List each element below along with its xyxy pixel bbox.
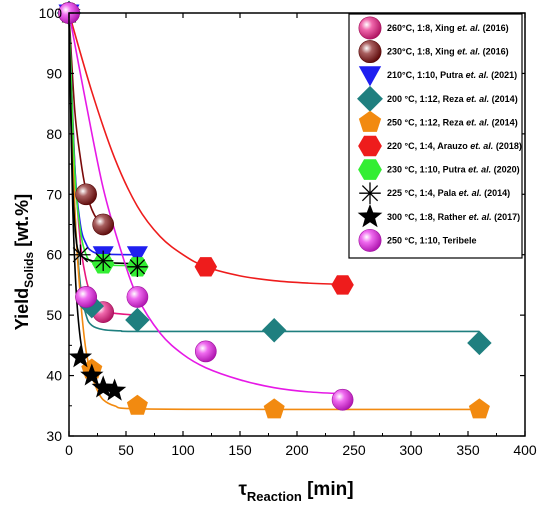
legend-label-8: 225 °C, 1:4, Pala et. al. (2014) [387,188,510,198]
legend-marker-8 [359,182,381,204]
data-point-s3-3 [126,246,148,266]
legend-label-9: 300 °C, 1:8, Rather et. al. (2017) [387,212,520,222]
data-point-s2-3 [92,213,115,236]
x-axis-title: τReaction [min] [238,479,353,504]
legend-label-5: 250 °C, 1:12, Reza et. al. (2014) [387,117,518,127]
legend-marker-2 [358,40,382,64]
x-tick-label: 250 [342,442,366,458]
x-tick-label: 0 [65,442,73,458]
y-tick-label: 50 [46,307,62,323]
data-point-s6-2 [194,257,218,277]
fit-curve-10 [68,12,343,395]
legend-marker-7 [358,159,382,180]
legend-marker-3 [358,66,382,87]
y-tick-label: 40 [46,368,62,384]
data-point-s4-4 [261,318,287,343]
legend-box [348,13,523,259]
data-points [56,0,492,419]
legend-label-7: 230 °C, 1:10, Putra et. al. (2020) [387,165,520,175]
x-tick-label: 300 [399,442,423,458]
legend-label-2: 230°C, 1:8, Xing et. al. (2016) [387,47,509,57]
x-tick-label: 200 [285,442,309,458]
data-point-s5-5 [468,398,490,419]
x-tick-label: 150 [228,442,252,458]
legend-label-3: 210°C, 1:10, Putra et. al. (2021) [387,70,517,80]
x-tick-label: 350 [456,442,480,458]
legend-label-4: 200 °C, 1:12, Reza et. al. (2014) [387,94,518,104]
data-point-s9-5 [102,378,127,401]
y-tick-label: 100 [39,5,63,21]
data-point-s10-4 [194,340,217,363]
legend-marker-5 [358,110,382,132]
y-axis-title-main: Yield [12,288,32,330]
legend-label-10: 250 °C, 1:10, Teribele [387,235,476,245]
data-point-s8-2 [70,244,91,265]
legend-marker-9 [357,203,383,228]
data-point-s5-3 [126,394,148,415]
data-point-s9-4 [91,375,115,398]
data-point-s8-4 [127,256,148,277]
data-point-s4-3 [125,307,150,333]
data-point-s8-3 [93,250,114,271]
y-axis-title-rest: [wt.%] [12,194,32,252]
fit-curve-6 [68,12,343,286]
y-axis-title: YieldSolids [wt.%] [12,194,36,330]
data-point-s9-3 [80,363,104,386]
x-tick-label: 50 [118,442,134,458]
y-tick-label: 60 [46,247,62,263]
data-point-s9-2 [68,345,93,368]
data-point-s4-5 [467,330,492,356]
legend-label-6: 220 °C, 1:4, Arauzo et. al. (2018) [387,141,522,151]
y-tick-label: 80 [46,126,62,142]
data-point-s2-2 [75,183,97,206]
axes: 0 50 100 150 200 250 300 350 400 30 40 50 60 70 80 90 10… [39,5,537,458]
y-tick-label: 90 [46,65,62,81]
data-point-s10-3 [126,286,149,308]
data-point-s5-4 [263,398,285,419]
x-axis-title-main: τ [238,479,247,500]
legend-marker-4 [357,85,383,112]
data-point-s6-3 [331,275,354,295]
y-tick-label: 30 [46,428,62,444]
data-point-s10-5 [331,388,354,411]
legend-marker-1 [358,16,382,40]
y-tick-label: 70 [46,186,62,202]
x-tick-label: 100 [171,442,195,458]
legend-label-1: 260°C, 1:8, Xing et. al. (2016) [387,23,509,33]
x-tick-label: 400 [513,442,537,458]
x-axis-title-sub: Reaction [247,489,302,504]
legend-marker-6 [358,135,382,157]
data-point-s10-2 [75,286,97,308]
x-axis-title-rest: [min] [302,479,354,500]
legend-marker-10 [358,228,382,252]
legend: 260°C, 1:8, Xing et. al. (2016) 230°C, 1:… [348,13,523,259]
y-axis-title-sub: Solids [22,251,36,287]
